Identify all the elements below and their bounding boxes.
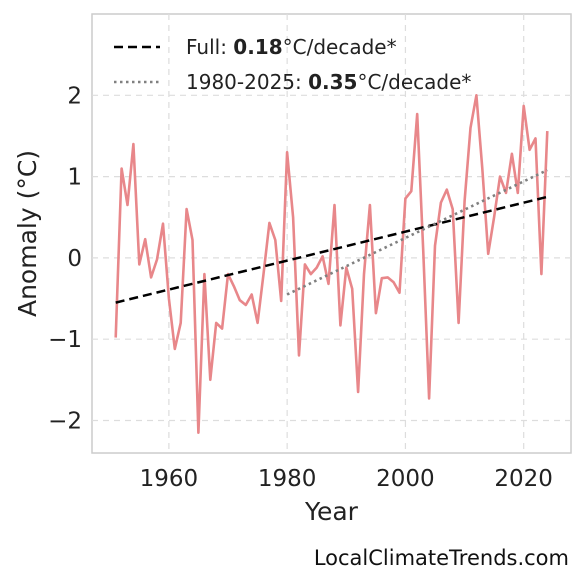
legend-prefix: 1980-2025:: [186, 70, 308, 94]
site-credit: LocalClimateTrends.com: [313, 546, 569, 570]
legend: Full: 0.18°C/decade*1980-2025: 0.35°C/de…: [114, 35, 471, 94]
data-series: [114, 94, 549, 435]
y-tick-label: 0: [67, 246, 82, 272]
x-tick-label: 1960: [140, 466, 199, 492]
x-axis-ticks: 1960 1980 2000 2020: [140, 466, 553, 492]
x-tick-label: 2000: [376, 466, 435, 492]
y-axis-label: Anomaly (°C): [13, 150, 42, 317]
legend-prefix: Full:: [186, 35, 233, 59]
legend-rate-value: 0.35: [308, 70, 357, 94]
series-line-dashed: [115, 195, 548, 304]
legend-entry-label: Full: 0.18°C/decade*: [186, 35, 397, 59]
y-tick-label: −2: [48, 408, 82, 434]
x-tick-label: 1980: [258, 466, 317, 492]
x-axis-label: Year: [304, 497, 359, 526]
legend-unit: °C/decade*: [357, 70, 471, 94]
gridlines: [92, 14, 571, 453]
series-line-solid: [114, 94, 549, 435]
legend-entry-label: 1980-2025: 0.35°C/decade*: [186, 70, 471, 94]
y-tick-label: −1: [48, 327, 82, 353]
series-line-dotted: [286, 168, 548, 296]
y-tick-label: 2: [67, 83, 82, 109]
legend-rate-value: 0.18: [233, 35, 282, 59]
x-tick-label: 2020: [494, 466, 553, 492]
legend-unit: °C/decade*: [283, 35, 397, 59]
y-axis-ticks: −2 −1 0 1 2: [48, 83, 82, 434]
y-tick-label: 1: [67, 165, 82, 191]
